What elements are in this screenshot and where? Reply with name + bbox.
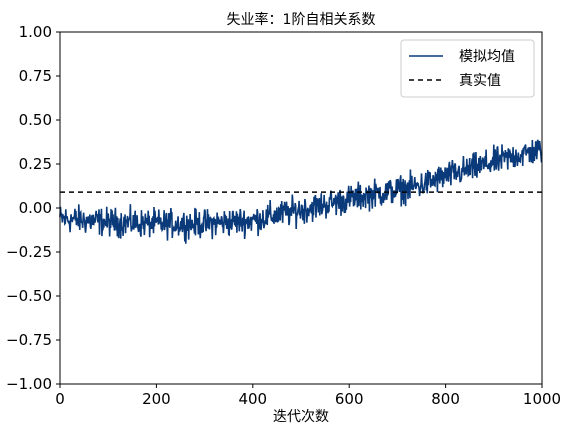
plot-frame (59, 31, 543, 385)
y-tick-label: −0.25 (6, 243, 52, 261)
x-tick-label: 400 (238, 390, 267, 408)
legend-label-simulated-mean: 模拟均值 (459, 49, 515, 65)
y-tick-label: −0.50 (6, 287, 52, 305)
x-tick-label: 600 (335, 390, 364, 408)
x-axis: 0 200 400 600 800 1000 (55, 384, 561, 408)
y-tick-label: 0.50 (19, 111, 52, 129)
y-tick-label: 0.00 (19, 199, 52, 217)
y-tick-label: 0.25 (19, 155, 52, 173)
y-tick-label: 0.75 (19, 67, 52, 85)
y-axis: 1.00 0.75 0.50 0.25 0.00 −0.25 −0.50 −0.75 −1.00 (6, 23, 60, 393)
x-axis-label: 迭代次数 (273, 409, 329, 425)
plot-area (59, 139, 543, 244)
x-tick-label: 200 (142, 390, 171, 408)
chart-title: 失业率：1阶自相关系数 (227, 11, 376, 28)
y-tick-label: 1.00 (19, 23, 52, 41)
series-simulated-mean-line (59, 139, 543, 244)
x-tick-label: 800 (431, 390, 460, 408)
legend-box (400, 39, 535, 98)
x-tick-label: 0 (55, 390, 65, 408)
y-tick-label: −1.00 (6, 375, 52, 393)
legend: 模拟均值 真实值 (400, 39, 535, 98)
y-tick-label: −0.75 (6, 331, 52, 349)
legend-label-true-value: 真实值 (459, 73, 501, 89)
x-tick-label: 1000 (523, 390, 561, 408)
